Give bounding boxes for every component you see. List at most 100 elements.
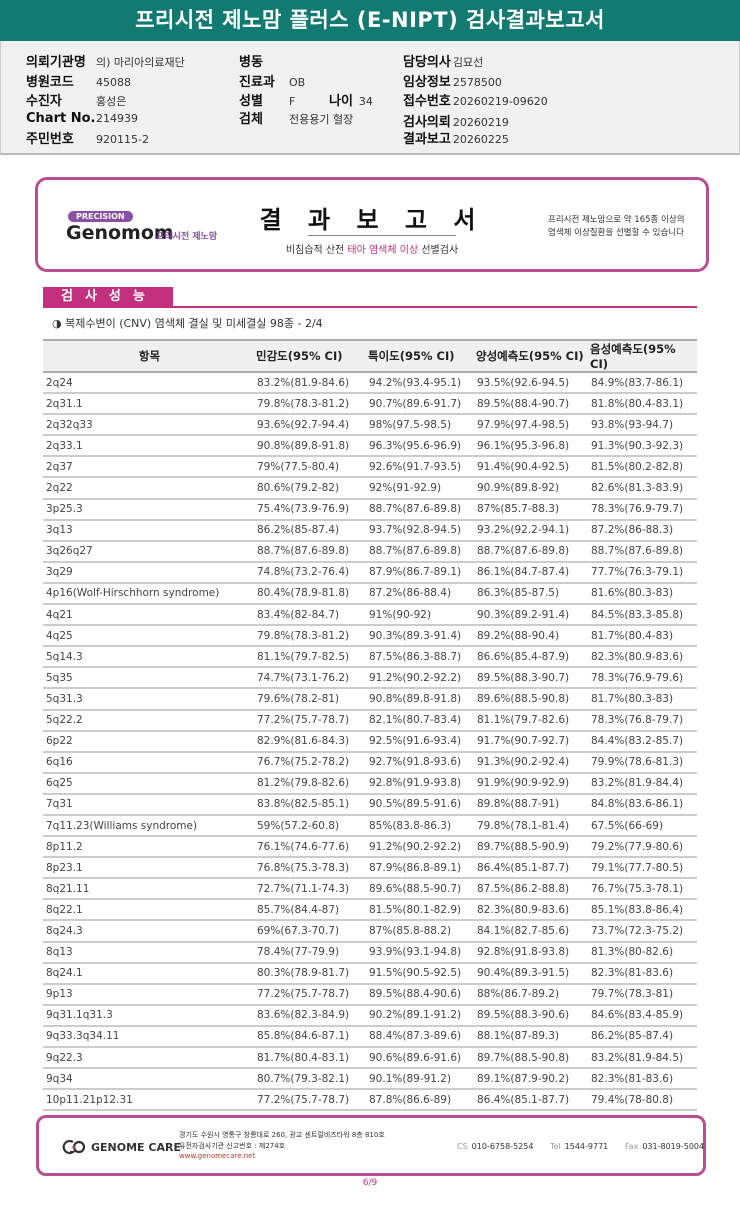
cell-item: 3q26q27 bbox=[43, 540, 254, 563]
cell-value: 88.7%(87.6-89.8) bbox=[254, 540, 366, 563]
cell-value: 82.3%(80.9-83.6) bbox=[588, 646, 697, 669]
cell-item: 8q22.1 bbox=[43, 899, 254, 922]
cell-value: 89.5%(88.3-90.6) bbox=[474, 1004, 588, 1027]
label: Chart No. bbox=[26, 111, 96, 126]
table-row: 8p23.1 76.8%(75.3-78.3) 87.9%(86.8-89.1) 86… bbox=[43, 857, 697, 880]
cell-value: 81.7%(80.3-83) bbox=[588, 688, 697, 711]
report-date-field: 결과보고 20260225 bbox=[403, 128, 509, 147]
cell-value: 78.3%(76.9-79.7) bbox=[588, 498, 697, 521]
age-field: 나이 34 bbox=[329, 90, 373, 109]
cell-value: 78.3%(76.9-79.6) bbox=[588, 667, 697, 690]
cell-value: 89.1%(87.9-90.2) bbox=[474, 1068, 588, 1091]
label: 검사의뢰 bbox=[403, 115, 451, 130]
cell-value: 83.6%(82.3-84.9) bbox=[254, 1004, 366, 1027]
cell-value: 83.8%(82.5-85.1) bbox=[254, 793, 366, 816]
cell-value: 80.4%(78.9-81.8) bbox=[254, 582, 366, 606]
website-link[interactable]: www.genomecare.net bbox=[179, 1152, 256, 1160]
cell-value: 80.7%(79.3-82.1) bbox=[254, 1068, 366, 1091]
cell-value: 82.3%(81-83.6) bbox=[588, 1068, 697, 1091]
value: 홍성은 bbox=[96, 95, 127, 108]
cell-value: 81.7%(80.4-83) bbox=[588, 625, 697, 648]
table-row: 2q32q33 93.6%(92.7-94.4) 98%(97.5-98.5) 97.… bbox=[43, 414, 697, 437]
cell-value: 85.7%(84.4-87) bbox=[254, 899, 366, 922]
label: 검체 bbox=[239, 112, 263, 127]
cell-value: 76.7%(75.2-78.2) bbox=[254, 751, 366, 774]
table-header: 항목 민감도(95% CI) 특이도(95% CI) 양성예측도(95% CI) 음성예… bbox=[43, 339, 697, 373]
value: F bbox=[289, 95, 296, 108]
cell-value: 88.7%(87.6-89.8) bbox=[366, 540, 474, 563]
cell-value: 93.8%(93-94.7) bbox=[588, 414, 697, 437]
cell-value: 87.5%(86.2-88.8) bbox=[474, 878, 588, 901]
resident-no-field: 주민번호 920115-2 bbox=[26, 128, 149, 147]
cell-item: 4q25 bbox=[43, 625, 254, 648]
cell-value: 91.2%(90.2-92.2) bbox=[366, 836, 474, 859]
cell-item: 2q31.1 bbox=[43, 393, 254, 416]
column-header: 음성예측도(95% CI) bbox=[588, 339, 697, 373]
table-row: 5q31.3 79.6%(78.2-81) 90.8%(89.8-91.8) 89.6… bbox=[43, 688, 697, 711]
performance-table: 항목 민감도(95% CI) 특이도(95% CI) 양성예측도(95% CI) 음성예… bbox=[43, 339, 697, 1112]
table-row: 6q16 76.7%(75.2-78.2) 92.7%(91.8-93.6) 91.3… bbox=[43, 751, 697, 774]
cell-item: 6p22 bbox=[43, 730, 254, 753]
cell-value: 94.2%(93.4-95.1) bbox=[366, 372, 474, 395]
brand-sub: 프리시전 제노맘 bbox=[156, 232, 218, 242]
cell-value: 92.8%(91.9-93.8) bbox=[366, 772, 474, 795]
footer: GENOME CARE 경기도 수원시 영통구 창룡대로 260, 광교 센트럴… bbox=[36, 1115, 706, 1176]
table-row: 2q33.1 90.8%(89.8-91.8) 96.3%(95.6-96.9) 96… bbox=[43, 435, 697, 458]
cell-value: 90.9%(89.8-92) bbox=[474, 477, 588, 500]
cell-item: 5q31.3 bbox=[43, 688, 254, 711]
table-row: 3q13 86.2%(85-87.4) 93.7%(92.8-94.5) 93.2%(… bbox=[43, 519, 697, 542]
cell-value: 98%(97.5-98.5) bbox=[366, 414, 474, 437]
cell-value: 90.3%(89.3-91.4) bbox=[366, 625, 474, 648]
cell-value: 87.5%(86.3-88.7) bbox=[366, 646, 474, 669]
cell-value: 90.4%(89.3-91.5) bbox=[474, 962, 588, 985]
cs-label: CS bbox=[457, 1142, 468, 1151]
line: 염색체 이상질환을 선별할 수 있습니다 bbox=[548, 228, 684, 238]
cell-value: 79.8%(78.3-81.2) bbox=[254, 393, 366, 416]
value: 김묘선 bbox=[452, 56, 484, 69]
table-row: 7q31 83.8%(82.5-85.1) 90.5%(89.5-91.6) 89.8… bbox=[43, 793, 697, 816]
cell-value: 79.1%(77.7-80.5) bbox=[588, 857, 697, 880]
table-row: 8q13 78.4%(77-79.9) 93.9%(93.1-94.8) 92.8%(… bbox=[43, 941, 697, 964]
cell-value: 89.5%(88.4-90.7) bbox=[474, 393, 588, 416]
cell-item: 2q22 bbox=[43, 477, 254, 500]
cell-item: 6q16 bbox=[43, 751, 254, 774]
value: 20260219-09620 bbox=[452, 95, 548, 108]
cell-value: 81.3%(80-82.6) bbox=[588, 941, 697, 964]
fax-label: Fax bbox=[624, 1142, 639, 1151]
cell-value: 79.6%(78.2-81) bbox=[254, 688, 366, 711]
cell-value: 77.7%(76.3-79.1) bbox=[588, 561, 697, 584]
table-row: 8q24.1 80.3%(78.9-81.7) 91.5%(90.5-92.5) 90… bbox=[43, 962, 697, 985]
text: 선별검사 bbox=[418, 245, 459, 256]
cell-value: 86.1%(84.7-87.4) bbox=[474, 561, 588, 584]
value: 20260219 bbox=[452, 116, 509, 129]
cell-item: 2q33.1 bbox=[43, 435, 254, 458]
cell-value: 74.7%(73.1-76.2) bbox=[254, 667, 366, 690]
cell-value: 86.3%(85-87.5) bbox=[474, 582, 588, 606]
value: 214939 bbox=[96, 112, 138, 125]
tel-number: 1544-9771 bbox=[564, 1142, 609, 1151]
cell-value: 79.8%(78.1-81.4) bbox=[474, 814, 588, 838]
cell-value: 81.7%(80.4-83.1) bbox=[254, 1047, 366, 1070]
cell-value: 85%(83.8-86.3) bbox=[366, 814, 474, 838]
table-row: 6p22 82.9%(81.6-84.3) 92.5%(91.6-93.4) 91.7… bbox=[43, 730, 697, 753]
cell-value: 80.6%(79.2-82) bbox=[254, 477, 366, 500]
cell-value: 89.2%(88-90.4) bbox=[474, 625, 588, 648]
cell-value: 90.5%(89.5-91.6) bbox=[366, 793, 474, 816]
cell-value: 89.7%(88.5-90.9) bbox=[474, 836, 588, 859]
banner-subtitle: 비침습적 산전 태아 염색체 이상 선별검사 bbox=[38, 241, 706, 256]
department-field: 진료과 OB bbox=[239, 71, 305, 90]
cell-item: 8q21.11 bbox=[43, 878, 254, 901]
cell-value: 79.8%(78.3-81.2) bbox=[254, 625, 366, 648]
cell-value: 79.7%(78.3-81) bbox=[588, 983, 697, 1006]
label: 나이 bbox=[329, 94, 353, 109]
cell-value: 85.8%(84.6-87.1) bbox=[254, 1025, 366, 1049]
cell-value: 87%(85.8-88.2) bbox=[366, 920, 474, 943]
cell-value: 73.7%(72.3-75.2) bbox=[588, 920, 697, 943]
cell-item: 2q24 bbox=[43, 372, 254, 395]
cell-value: 59%(57.2-60.8) bbox=[254, 814, 366, 838]
doctor-field: 담당의사 김묘선 bbox=[403, 51, 483, 70]
cell-value: 79.2%(77.9-80.6) bbox=[588, 836, 697, 859]
cell-value: 78.3%(76.8-79.7) bbox=[588, 709, 697, 732]
column-header: 양성예측도(95% CI) bbox=[474, 339, 588, 373]
report-banner: PRECISION Genomom 프리시전 제노맘 결 과 보 고 서 비침습… bbox=[35, 177, 709, 272]
